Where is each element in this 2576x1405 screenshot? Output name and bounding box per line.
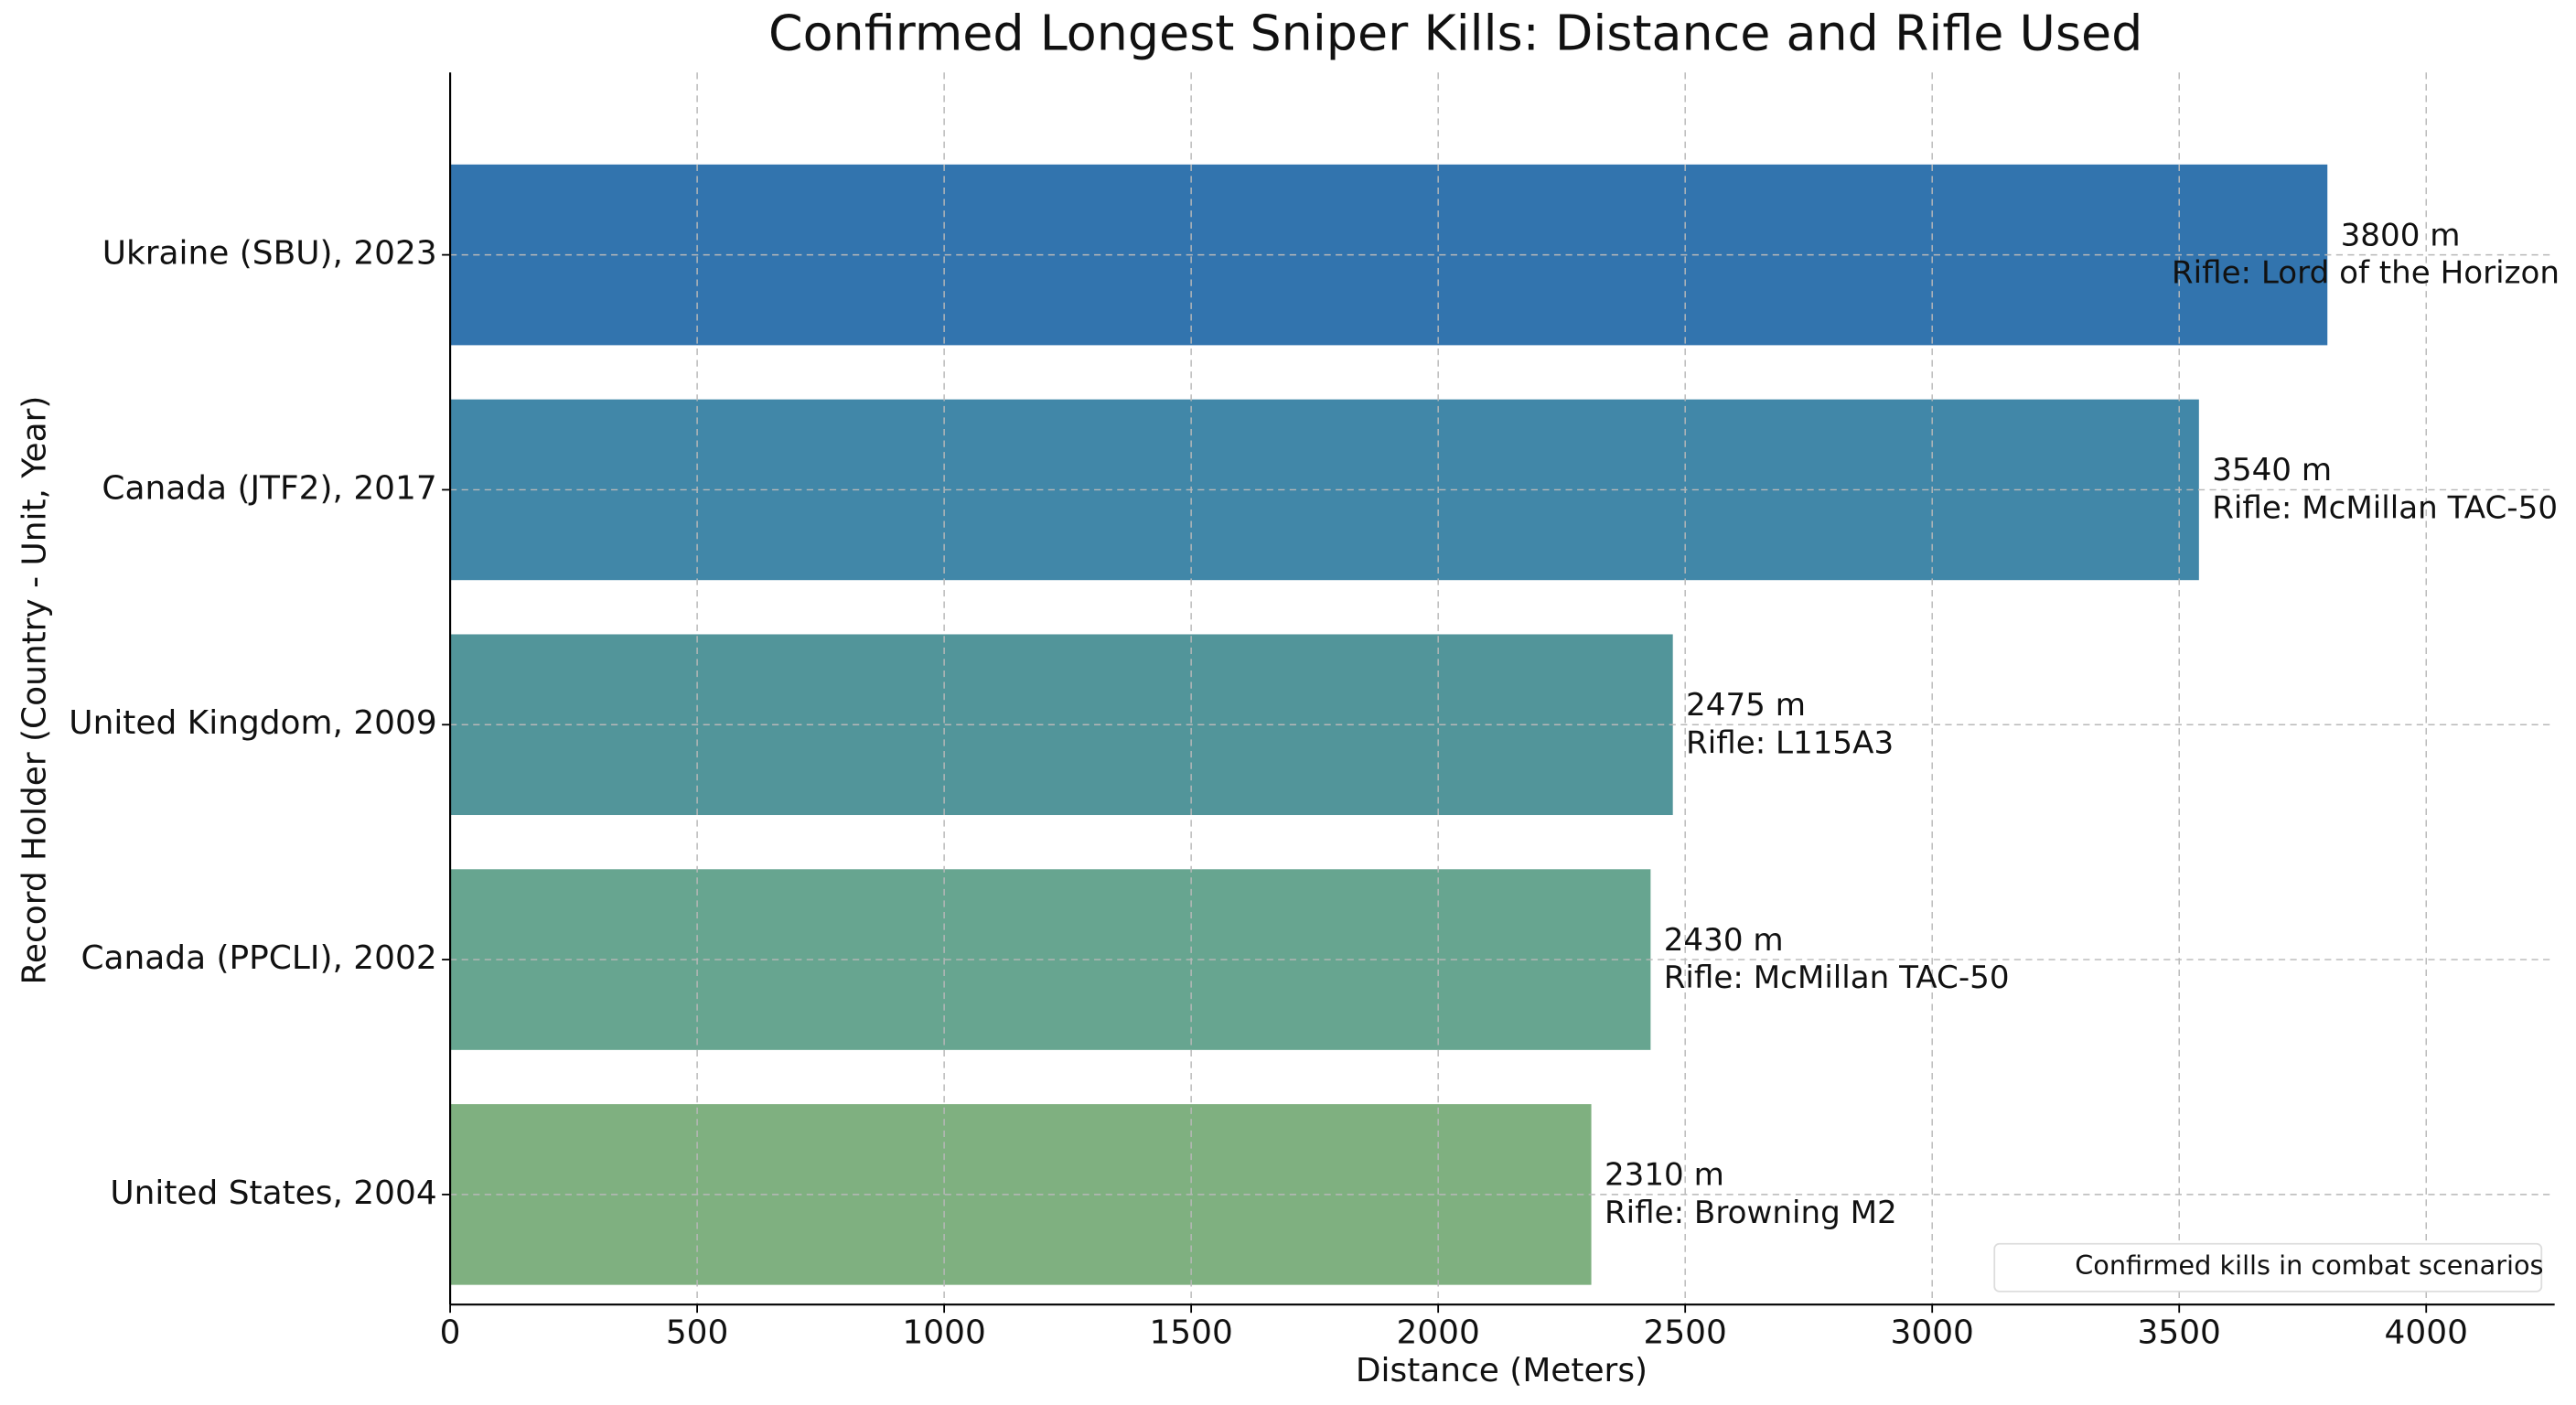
legend-label: Confirmed kills in combat scenarios bbox=[2075, 1249, 2543, 1281]
x-tick-label: 1500 bbox=[1149, 1314, 1232, 1352]
y-tick-label: United States, 2004 bbox=[110, 1174, 436, 1212]
x-tick-label: 4000 bbox=[2385, 1314, 2468, 1352]
x-tick-label: 3000 bbox=[1891, 1314, 1974, 1352]
annotation: Rifle: McMillan TAC-50 bbox=[2212, 489, 2558, 526]
x-axis-label: Distance (Meters) bbox=[1356, 1352, 1648, 1389]
y-tick-label: Canada (JTF2), 2017 bbox=[102, 469, 436, 507]
legend-box bbox=[1993, 1242, 2543, 1292]
x-tick-label: 2500 bbox=[1643, 1314, 1726, 1352]
x-tick-label: 0 bbox=[440, 1314, 461, 1352]
x-tick-label: 500 bbox=[666, 1314, 729, 1352]
annotation: Rifle: Lord of the Horizon bbox=[2172, 255, 2560, 292]
chart-title: Confirmed Longest Sniper Kills: Distance… bbox=[768, 4, 2142, 61]
x-tick-label: 3500 bbox=[2138, 1314, 2221, 1352]
value-label: 2430 m bbox=[1664, 922, 1784, 959]
value-label: 2475 m bbox=[1686, 687, 1806, 724]
value-label: 2310 m bbox=[1605, 1157, 1724, 1194]
annotation: Rifle: L115A3 bbox=[1686, 724, 1894, 761]
x-tick-label: 2000 bbox=[1396, 1314, 1479, 1352]
y-tick-label: Canada (PPCLI), 2002 bbox=[80, 939, 436, 977]
value-label: 3540 m bbox=[2212, 452, 2332, 488]
y-tick-label: United Kingdom, 2009 bbox=[69, 704, 436, 742]
y-axis-label: Record Holder (Country - Unit, Year) bbox=[16, 396, 54, 985]
y-tick-label: Ukraine (SBU), 2023 bbox=[102, 235, 437, 273]
annotation: Rifle: McMillan TAC-50 bbox=[1664, 960, 2010, 996]
x-tick-label: 1000 bbox=[902, 1314, 985, 1352]
annotation: Rifle: Browning M2 bbox=[1605, 1195, 1897, 1231]
value-label: 3800 m bbox=[2341, 217, 2461, 253]
